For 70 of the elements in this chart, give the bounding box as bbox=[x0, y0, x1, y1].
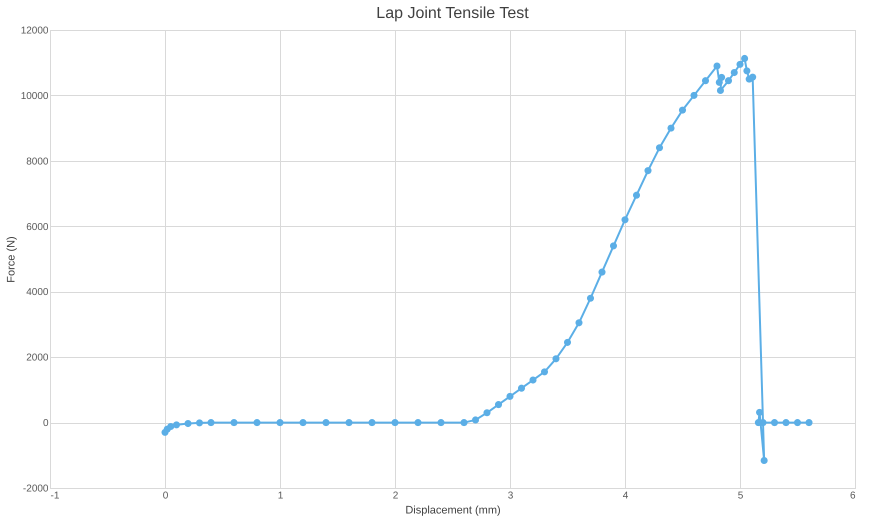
point bbox=[736, 60, 744, 68]
point bbox=[678, 106, 686, 114]
point bbox=[610, 242, 618, 250]
point bbox=[506, 392, 514, 400]
point bbox=[368, 419, 376, 426]
point bbox=[805, 419, 813, 426]
x-axis-title: Displacement (mm) bbox=[405, 504, 501, 516]
point bbox=[184, 420, 192, 428]
point bbox=[586, 294, 594, 302]
point bbox=[207, 419, 215, 426]
point bbox=[540, 368, 548, 376]
point bbox=[518, 384, 526, 392]
point bbox=[656, 144, 664, 152]
point bbox=[724, 77, 732, 84]
point bbox=[564, 338, 572, 346]
point bbox=[770, 419, 778, 426]
x-tick-label: -1 bbox=[50, 490, 60, 502]
point bbox=[575, 319, 583, 326]
point bbox=[716, 86, 724, 94]
point bbox=[299, 419, 307, 426]
point bbox=[414, 419, 422, 426]
point bbox=[644, 167, 652, 174]
point bbox=[621, 216, 629, 224]
y-axis-title: Force (N) bbox=[6, 236, 18, 283]
x-tick-label: 6 bbox=[850, 490, 856, 502]
point bbox=[276, 419, 284, 426]
x-tick-label: 4 bbox=[622, 490, 629, 502]
point bbox=[760, 456, 768, 464]
point bbox=[483, 409, 491, 416]
point bbox=[743, 67, 750, 74]
point bbox=[391, 419, 399, 426]
point bbox=[690, 92, 698, 99]
point bbox=[667, 124, 675, 132]
y-tick-label: 2000 bbox=[26, 352, 49, 364]
point bbox=[345, 419, 353, 426]
point bbox=[494, 401, 502, 408]
x-tick-label: 1 bbox=[278, 490, 284, 502]
y-tick-label: 10000 bbox=[20, 90, 49, 102]
point bbox=[749, 74, 756, 81]
point bbox=[718, 74, 726, 81]
x-tick-label: 5 bbox=[738, 490, 744, 502]
x-tick-label: 0 bbox=[162, 490, 169, 502]
point bbox=[529, 376, 537, 384]
y-tick-label: 0 bbox=[42, 418, 49, 430]
point bbox=[794, 419, 802, 426]
y-tick-label: 4000 bbox=[26, 287, 49, 298]
point bbox=[782, 419, 790, 426]
point bbox=[472, 416, 480, 424]
y-tick-label: -2000 bbox=[22, 484, 49, 494]
point bbox=[460, 419, 468, 426]
point bbox=[437, 419, 445, 426]
point bbox=[713, 62, 721, 70]
point bbox=[172, 421, 180, 428]
chart-title: Lap Joint Tensile Test bbox=[376, 5, 530, 22]
point bbox=[741, 54, 748, 62]
point bbox=[552, 355, 560, 362]
x-tick-label: 2 bbox=[392, 490, 399, 502]
point bbox=[598, 268, 606, 276]
y-tick-label: 12000 bbox=[20, 26, 49, 36]
point bbox=[730, 69, 738, 76]
point bbox=[253, 419, 261, 426]
point bbox=[167, 422, 174, 430]
point bbox=[702, 77, 710, 84]
point bbox=[322, 419, 330, 426]
y-tick-label: 6000 bbox=[26, 222, 49, 233]
point bbox=[230, 419, 238, 426]
y-tick-label: 8000 bbox=[26, 156, 49, 168]
point bbox=[632, 192, 640, 199]
x-tick-label: 3 bbox=[508, 490, 514, 502]
point bbox=[196, 419, 204, 426]
